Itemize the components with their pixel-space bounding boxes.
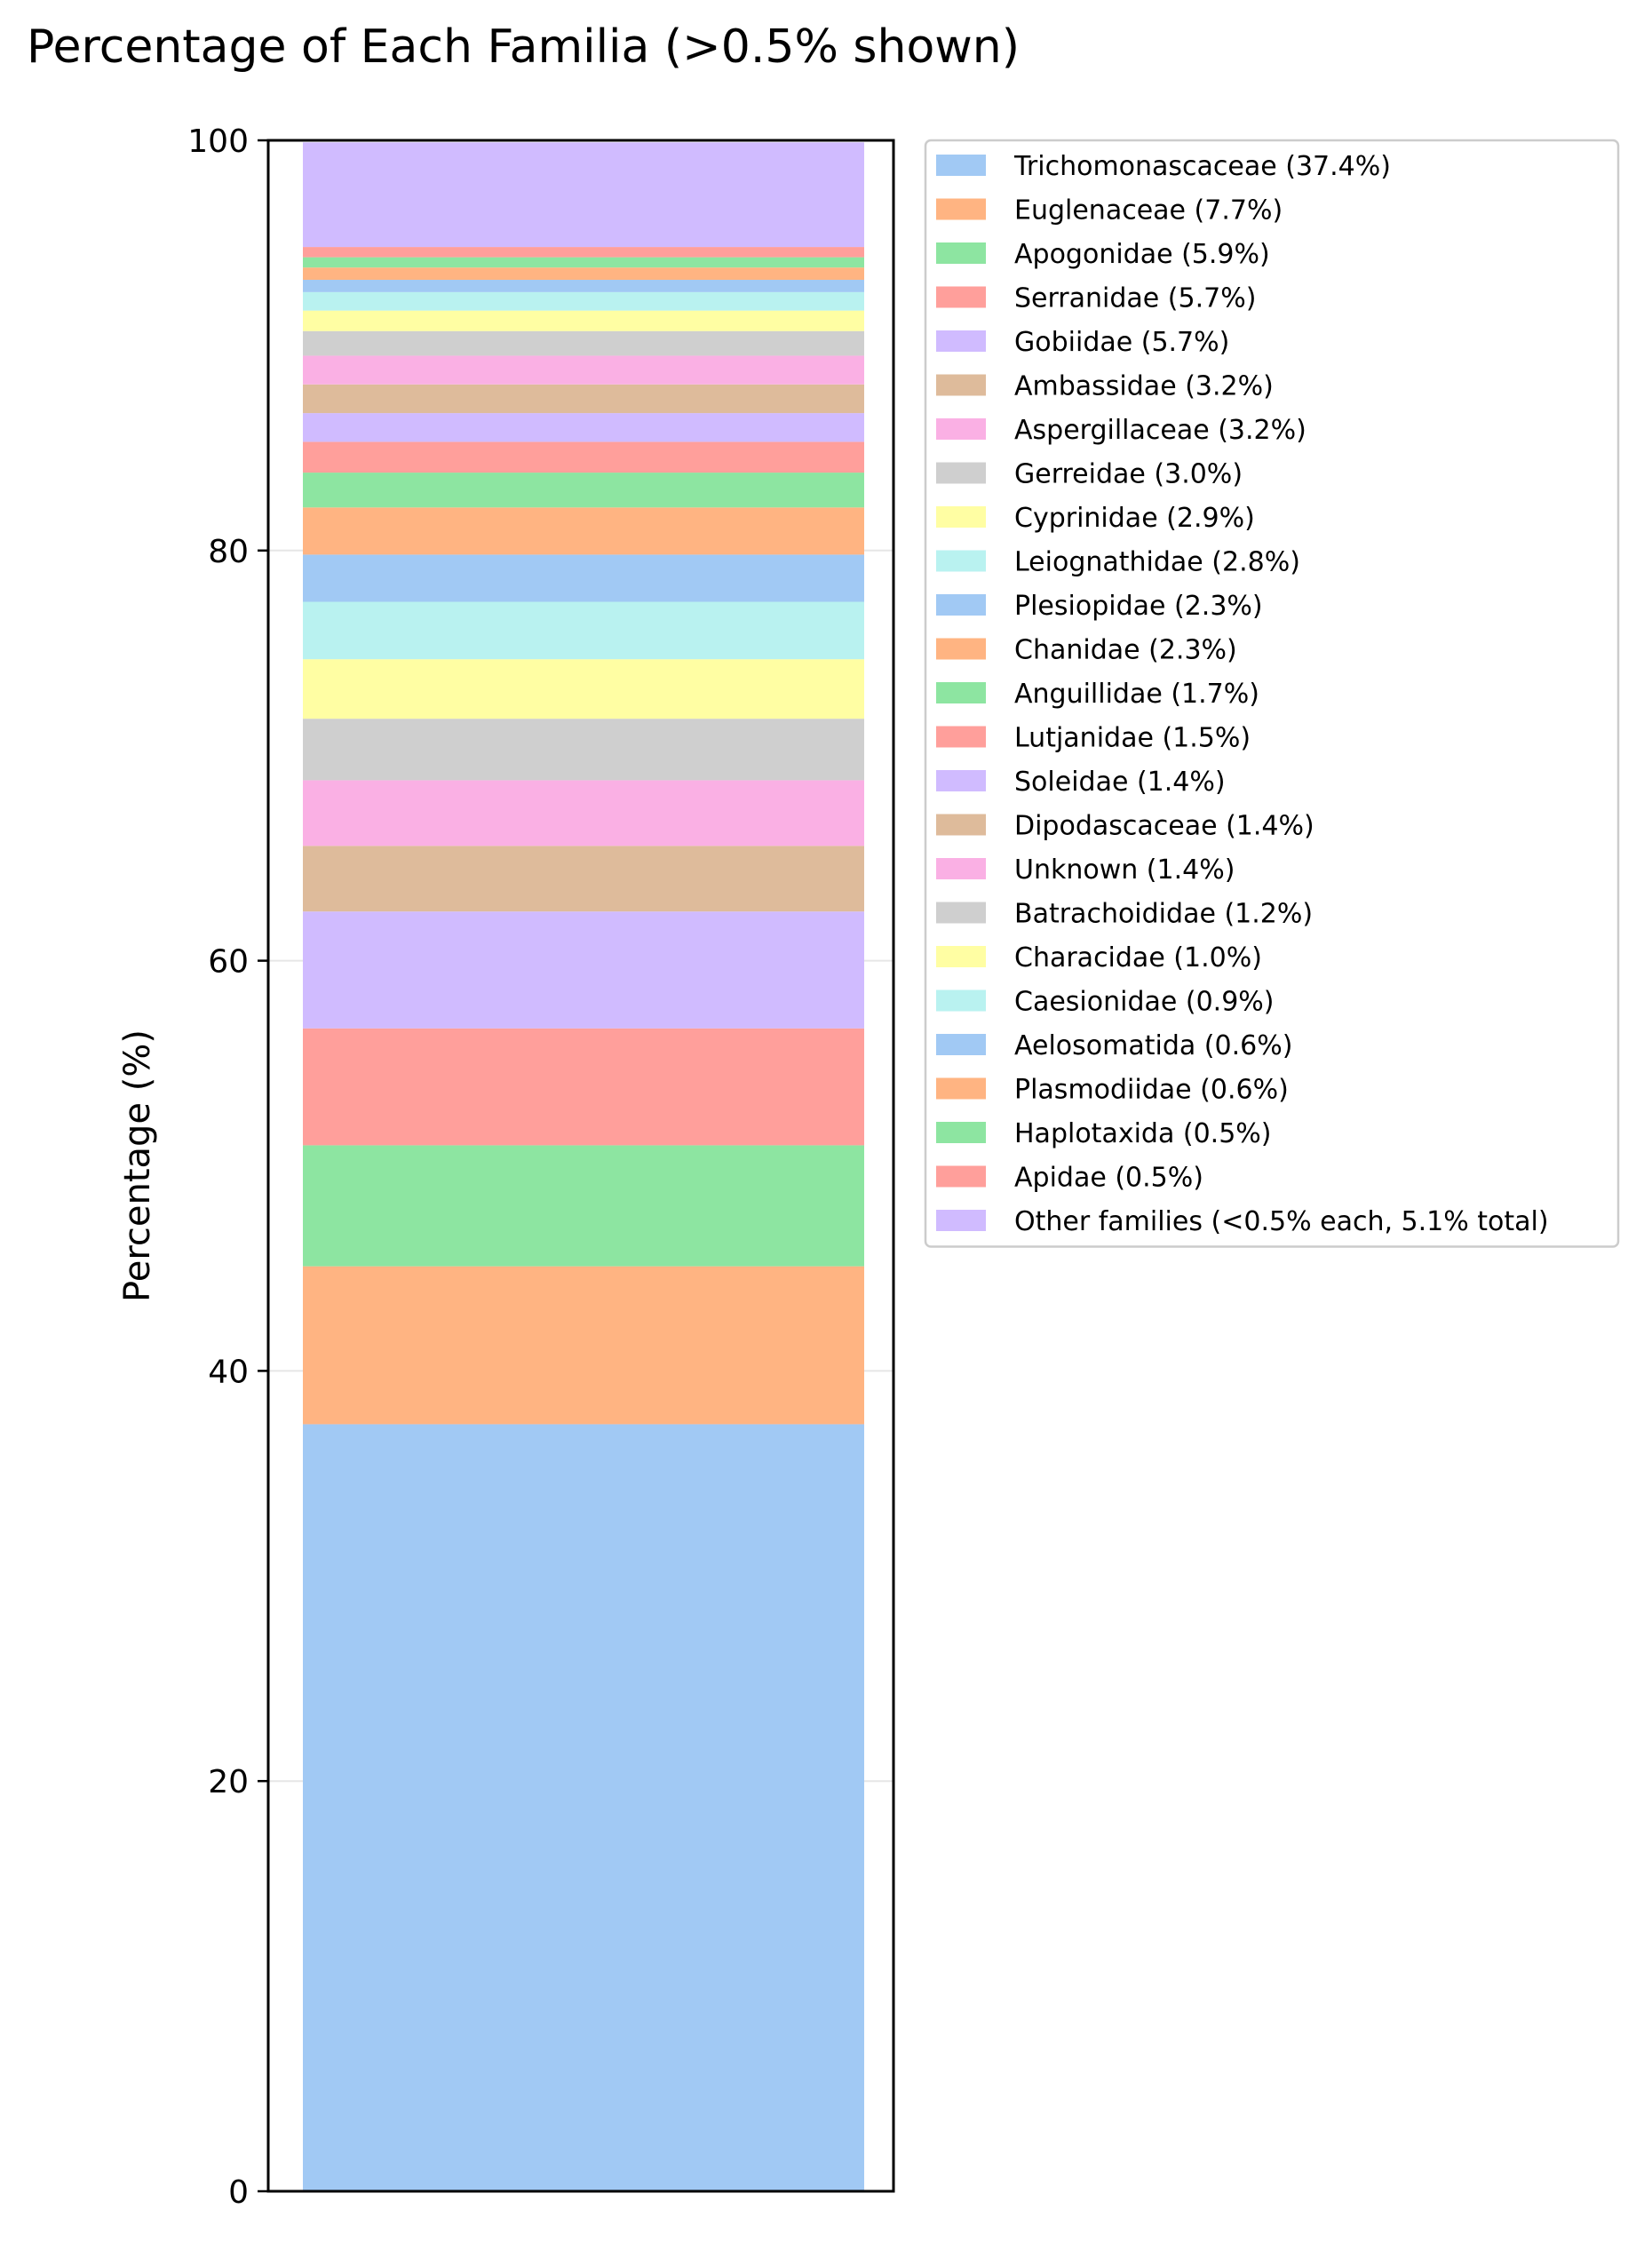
legend-label: Serranidae (5.7%): [1014, 283, 1256, 314]
legend-swatch: [936, 858, 986, 879]
legend-swatch: [936, 726, 986, 748]
bar-segment-ambassidae: [303, 846, 864, 912]
legend-swatch: [936, 462, 986, 484]
legend-label: Gobiidae (5.7%): [1014, 327, 1229, 358]
legend-label: Caesionidae (0.9%): [1014, 987, 1275, 1018]
legend-swatch: [936, 946, 986, 967]
legend-swatch: [936, 1077, 986, 1100]
bar-segment-haplotaxida: [303, 257, 864, 268]
legend-swatch: [936, 1210, 986, 1231]
legend-box: [924, 139, 1620, 1248]
bar-segment-aspergillaceae: [303, 780, 864, 846]
bar-segment-gobiidae: [303, 911, 864, 1029]
bar-segment-serranidae: [303, 1028, 864, 1146]
legend-swatch: [936, 374, 986, 396]
legend-label: Ambassidae (3.2%): [1014, 371, 1274, 402]
legend-label: Other families (<0.5% each, 5.1% total): [1014, 1206, 1549, 1237]
chart-title: Percentage of Each Familia (>0.5% shown): [27, 20, 1020, 74]
bar-segment-other-families: [303, 142, 864, 248]
y-tick-label: 100: [187, 123, 249, 160]
bar-segment-anguillidae: [303, 473, 864, 508]
legend-label: Batrachoididae (1.2%): [1014, 899, 1313, 930]
legend-label: Plasmodiidae (0.6%): [1014, 1075, 1289, 1106]
bar-segment-caesionidae: [303, 291, 864, 311]
legend-swatch: [936, 506, 986, 528]
legend-swatch: [936, 682, 986, 703]
y-axis-ticks: 0 20 40 60 80 100: [187, 123, 268, 2211]
legend-label: Unknown (1.4%): [1014, 854, 1235, 886]
legend-swatch: [936, 286, 986, 308]
legend-swatch: [936, 1165, 986, 1188]
y-tick-label: 60: [208, 944, 249, 981]
bar-segment-euglenaceae: [303, 1266, 864, 1425]
legend-label: Cyprinidae (2.9%): [1014, 503, 1255, 534]
legend-swatch: [936, 1122, 986, 1143]
legend-label: Chanidae (2.3%): [1014, 635, 1237, 666]
bar-segment-batrachoididae: [303, 330, 864, 356]
legend-swatch: [936, 594, 986, 616]
bar-segment-plasmodiidae: [303, 267, 864, 281]
y-tick-label: 40: [208, 1354, 249, 1390]
legend-label: Leiognathidae (2.8%): [1014, 547, 1300, 578]
legend-swatch: [936, 198, 986, 220]
legend-label: Haplotaxida (0.5%): [1014, 1118, 1272, 1149]
legend-swatch: [936, 418, 986, 440]
y-tick-label: 80: [208, 534, 249, 570]
bar-segment-soleidae: [303, 413, 864, 442]
legend-swatch: [936, 155, 986, 176]
legend-swatch: [936, 1034, 986, 1055]
bar-segment-trichomonascaceae: [303, 1424, 864, 2191]
bar-segment-gerreidae: [303, 719, 864, 781]
legend-label: Dipodascaceae (1.4%): [1014, 811, 1314, 842]
legend-label: Characidae (1.0%): [1014, 942, 1262, 973]
bar-segment-dipodascaceae: [303, 384, 864, 414]
legend: Trichomonascaceae (37.4%) Euglenaceae (7.…: [924, 139, 1620, 1248]
legend-label: Plesiopidae (2.3%): [1014, 591, 1263, 622]
legend-label: Apidae (0.5%): [1014, 1163, 1203, 1194]
bar-segment-lutjanidae: [303, 441, 864, 473]
legend-swatch: [936, 330, 986, 352]
legend-swatch: [936, 242, 986, 264]
legend-swatch: [936, 814, 986, 836]
legend-swatch: [936, 902, 986, 924]
legend-label: Gerreidae (3.0%): [1014, 459, 1243, 490]
legend-swatch: [936, 550, 986, 572]
y-tick-label: 0: [228, 2174, 249, 2211]
legend-label: Apogonidae (5.9%): [1014, 239, 1270, 270]
bar-segment-apogonidae: [303, 1145, 864, 1267]
bar-segment-cyprinidae: [303, 659, 864, 719]
bar-segment-chanidae: [303, 507, 864, 555]
legend-label: Soleidae (1.4%): [1014, 767, 1226, 798]
y-tick-label: 20: [208, 1764, 249, 1800]
bar-segment-leiognathidae: [303, 601, 864, 660]
legend-label: Trichomonascaceae (37.4%): [1013, 151, 1391, 182]
legend-label: Anguillidae (1.7%): [1014, 679, 1259, 710]
legend-label: Aelosomatida (0.6%): [1014, 1030, 1292, 1061]
bar-segment-apidae: [303, 247, 864, 258]
bar-segment-unknown: [303, 355, 864, 385]
legend-label: Euglenaceae (7.7%): [1014, 195, 1283, 226]
legend-swatch: [936, 989, 986, 1012]
legend-swatch: [936, 638, 986, 660]
y-axis-label: Percentage (%): [117, 1029, 158, 1302]
legend-label: Lutjanidae (1.5%): [1014, 723, 1251, 754]
legend-label: Aspergillaceae (3.2%): [1014, 415, 1307, 446]
legend-swatch: [936, 770, 986, 791]
bar-segment-characidae: [303, 310, 864, 331]
stacked-bar: [303, 142, 864, 2191]
bar-segment-plesiopidae: [303, 554, 864, 602]
axes-frame: [266, 139, 895, 2193]
bar-segment-aelosomatida: [303, 280, 864, 292]
